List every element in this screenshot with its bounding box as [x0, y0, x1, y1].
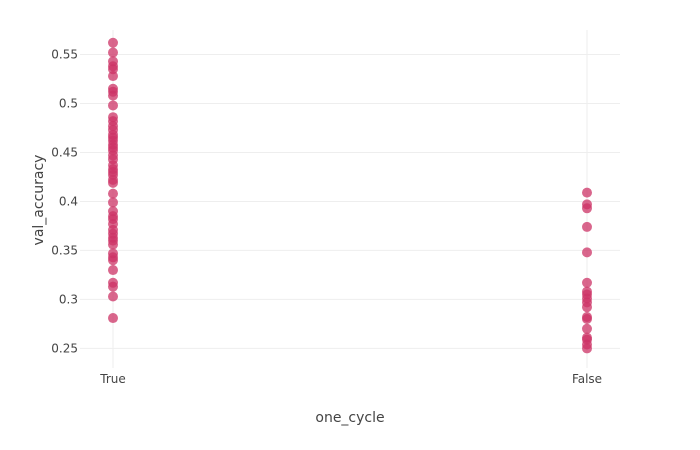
y-tick-label: 0.3 — [59, 292, 78, 306]
x-tick-label: True — [99, 372, 126, 386]
data-point — [108, 177, 118, 188]
y-tick-label: 0.25 — [51, 341, 78, 355]
y-tick-label: 0.45 — [51, 145, 78, 159]
grid-layer — [80, 30, 620, 368]
data-point — [582, 314, 592, 325]
data-point — [108, 291, 118, 302]
data-point — [108, 71, 118, 82]
data-point — [108, 90, 118, 101]
data-point — [582, 302, 592, 313]
data-point — [108, 255, 118, 266]
data-point — [582, 343, 592, 354]
data-point — [582, 323, 592, 334]
data-point — [582, 277, 592, 288]
data-point — [582, 247, 592, 258]
x-axis-title: one_cycle — [315, 410, 384, 426]
data-point — [108, 265, 118, 276]
y-tick-label: 0.5 — [59, 96, 78, 110]
data-point — [108, 188, 118, 199]
data-point — [582, 221, 592, 232]
data-point — [582, 187, 592, 198]
data-point — [108, 47, 118, 58]
data-points — [108, 37, 592, 354]
data-point — [582, 203, 592, 214]
data-point — [108, 197, 118, 208]
data-point — [108, 100, 118, 111]
data-point — [108, 239, 118, 250]
data-point — [108, 37, 118, 48]
data-point — [108, 64, 118, 75]
y-tick-label: 0.55 — [51, 47, 78, 61]
y-axis-title: val_accuracy — [31, 155, 47, 246]
y-tick-labels: 0.25 0.3 0.35 0.4 0.45 0.5 0.55 — [51, 47, 78, 355]
data-point — [108, 281, 118, 292]
x-tick-label: False — [572, 372, 602, 386]
data-point — [108, 313, 118, 324]
x-tick-labels: True False — [99, 372, 602, 386]
y-tick-label: 0.4 — [59, 194, 78, 208]
y-tick-label: 0.35 — [51, 243, 78, 257]
